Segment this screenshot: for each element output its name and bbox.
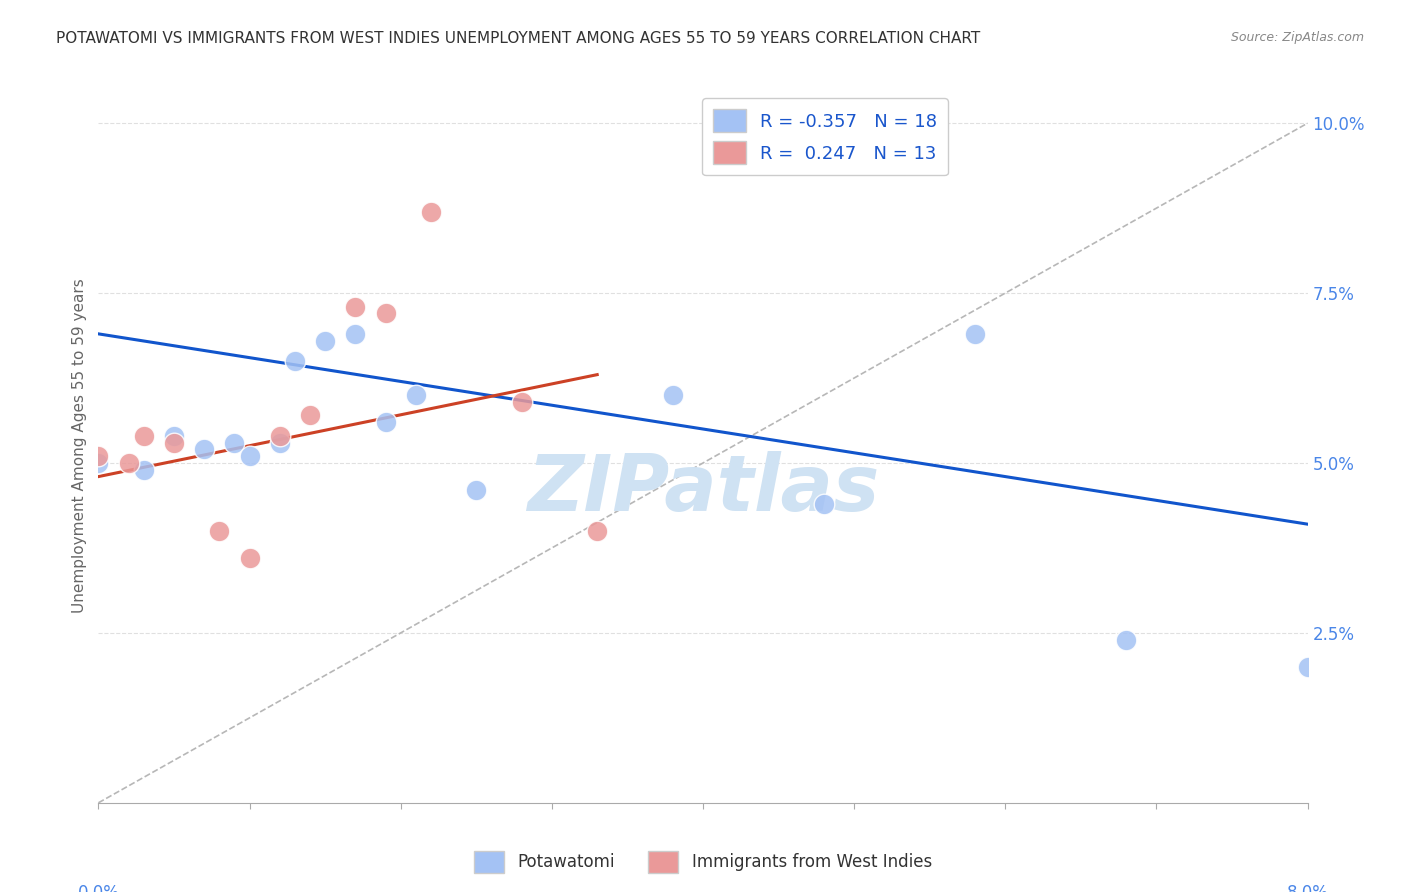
Point: [1296, 660, 1319, 674]
Text: Source: ZipAtlas.com: Source: ZipAtlas.com: [1230, 31, 1364, 45]
Point: [284, 354, 307, 368]
Legend: Potawatomi, Immigrants from West Indies: Potawatomi, Immigrants from West Indies: [467, 845, 939, 880]
Point: [87, 456, 110, 470]
Text: ZIPatlas: ZIPatlas: [527, 450, 879, 527]
Point: [269, 435, 291, 450]
Point: [510, 394, 533, 409]
Point: [193, 442, 215, 457]
Point: [132, 463, 155, 477]
Point: [299, 409, 322, 423]
Point: [208, 524, 231, 538]
Point: [661, 388, 683, 402]
Point: [163, 429, 186, 443]
Legend: R = -0.357   N = 18, R =  0.247   N = 13: R = -0.357 N = 18, R = 0.247 N = 13: [702, 98, 948, 176]
Point: [374, 415, 396, 429]
Point: [163, 435, 186, 450]
Point: [239, 551, 262, 566]
Point: [374, 306, 396, 320]
Point: [314, 334, 336, 348]
Point: [813, 497, 835, 511]
Point: [118, 456, 141, 470]
Text: 0.0%: 0.0%: [77, 884, 120, 892]
Point: [965, 326, 987, 341]
Point: [465, 483, 488, 498]
Point: [586, 524, 609, 538]
Point: [87, 449, 110, 463]
Point: [239, 449, 262, 463]
Point: [344, 326, 367, 341]
Point: [1115, 632, 1137, 647]
Text: 8.0%: 8.0%: [1286, 884, 1329, 892]
Point: [132, 429, 155, 443]
Point: [344, 300, 367, 314]
Point: [419, 204, 441, 219]
Y-axis label: Unemployment Among Ages 55 to 59 years: Unemployment Among Ages 55 to 59 years: [72, 278, 87, 614]
Point: [224, 435, 246, 450]
Point: [405, 388, 427, 402]
Text: POTAWATOMI VS IMMIGRANTS FROM WEST INDIES UNEMPLOYMENT AMONG AGES 55 TO 59 YEARS: POTAWATOMI VS IMMIGRANTS FROM WEST INDIE…: [56, 31, 980, 46]
Point: [269, 429, 291, 443]
